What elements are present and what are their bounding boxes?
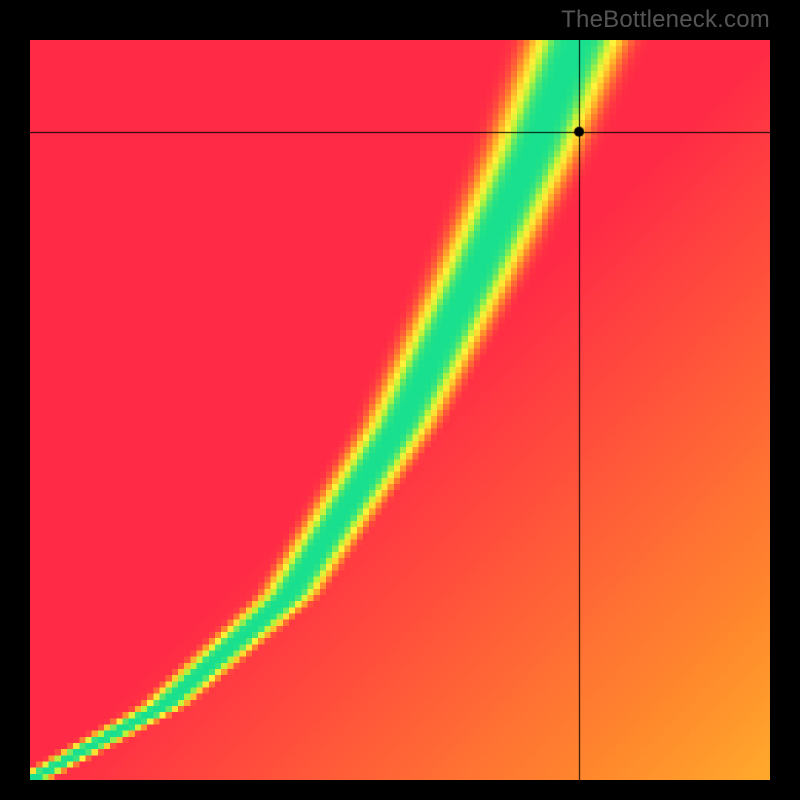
watermark-text: TheBottleneck.com [561, 6, 770, 34]
crosshair-overlay [30, 40, 770, 780]
